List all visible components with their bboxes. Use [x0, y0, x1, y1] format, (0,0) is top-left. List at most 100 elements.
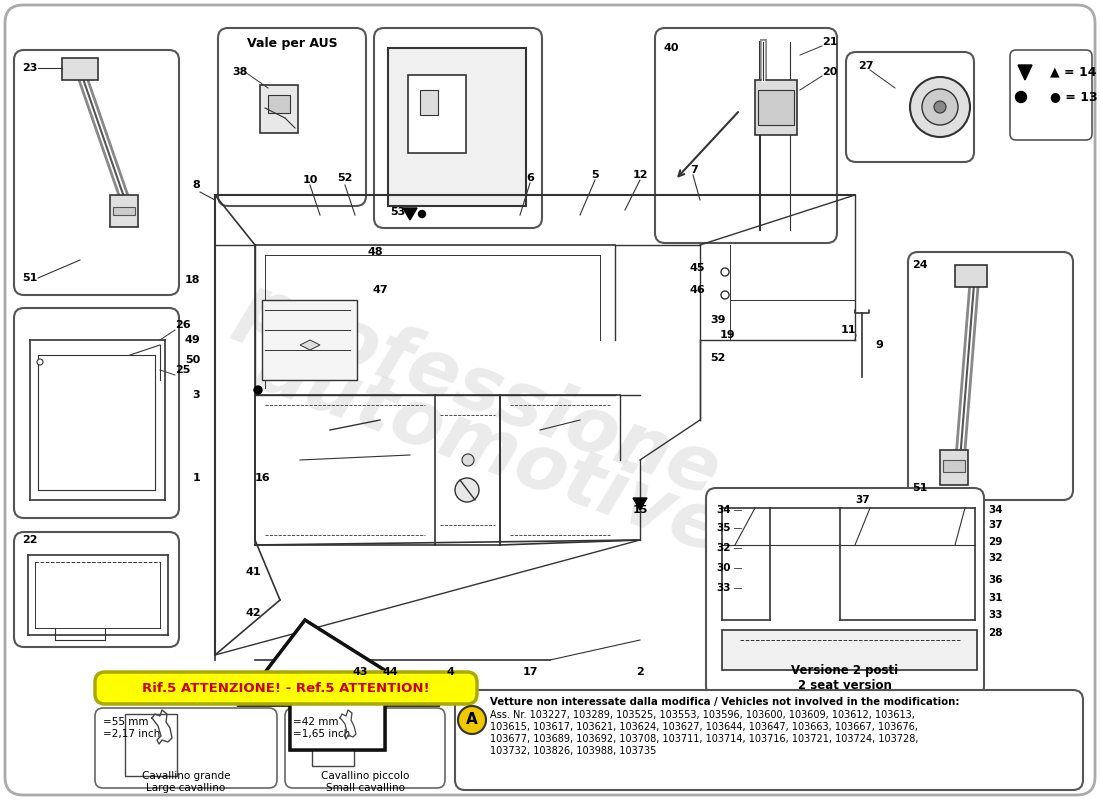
Polygon shape [403, 208, 417, 220]
Text: 103677, 103689, 103692, 103708, 103711, 103714, 103716, 103721, 103724, 103728,: 103677, 103689, 103692, 103708, 103711, … [490, 734, 918, 744]
Circle shape [254, 386, 262, 394]
Text: Vale per AUS: Vale per AUS [246, 38, 338, 50]
FancyBboxPatch shape [1010, 50, 1092, 140]
Bar [260, 85, 298, 133]
Polygon shape [300, 340, 320, 350]
Text: 32: 32 [716, 543, 730, 553]
Bar [722, 630, 977, 670]
Text: 29: 29 [988, 537, 1002, 547]
Text: 44: 44 [382, 667, 398, 677]
Text: 6: 6 [526, 173, 534, 183]
Text: 3: 3 [192, 390, 200, 400]
Text: 17: 17 [522, 667, 538, 677]
FancyBboxPatch shape [95, 708, 277, 788]
Text: 32: 32 [988, 553, 1002, 563]
Text: 103732, 103826, 103988, 103735: 103732, 103826, 103988, 103735 [490, 746, 657, 756]
Polygon shape [1018, 65, 1032, 80]
Bar [262, 300, 358, 380]
Text: 37: 37 [988, 520, 1002, 530]
Text: 15: 15 [632, 505, 648, 515]
Bar [388, 48, 526, 206]
Text: ▲ = 14: ▲ = 14 [1050, 66, 1097, 78]
Text: professione: professione [230, 269, 730, 511]
Text: Ass. Nr. 103227, 103289, 103525, 103553, 103596, 103600, 103609, 103612, 103613,: Ass. Nr. 103227, 103289, 103525, 103553,… [490, 710, 915, 720]
Text: 40: 40 [663, 43, 679, 53]
Text: 51: 51 [912, 483, 927, 493]
Text: 52: 52 [338, 173, 353, 183]
Text: Cavallino piccolo
Small cavallino: Cavallino piccolo Small cavallino [321, 771, 409, 793]
Bar [110, 195, 138, 227]
Text: 103615, 103617, 103621, 103624, 103627, 103644, 103647, 103663, 103667, 103676,: 103615, 103617, 103621, 103624, 103627, … [490, 722, 918, 732]
Circle shape [418, 210, 426, 218]
Text: 37: 37 [855, 495, 870, 505]
FancyBboxPatch shape [908, 252, 1072, 500]
Text: 10: 10 [302, 175, 318, 185]
Text: A: A [466, 713, 477, 727]
Text: ● = 13: ● = 13 [1050, 90, 1098, 103]
Text: 36: 36 [988, 575, 1002, 585]
Text: 46: 46 [690, 285, 706, 295]
Circle shape [455, 478, 478, 502]
Polygon shape [240, 620, 440, 750]
Circle shape [462, 454, 474, 466]
Text: 23: 23 [22, 63, 37, 73]
Circle shape [922, 89, 958, 125]
Text: 24: 24 [912, 260, 927, 270]
Text: 38: 38 [232, 67, 248, 77]
Circle shape [910, 77, 970, 137]
Text: 12: 12 [632, 170, 648, 180]
FancyBboxPatch shape [654, 28, 837, 243]
Text: =2,17 inch: =2,17 inch [103, 729, 161, 739]
Text: 30: 30 [716, 563, 730, 573]
Text: 28: 28 [988, 628, 1002, 638]
Text: 11: 11 [840, 325, 856, 335]
Text: 19: 19 [720, 330, 736, 340]
Text: 4: 4 [447, 667, 454, 677]
Text: 27: 27 [858, 61, 873, 71]
Text: =55 mm: =55 mm [103, 717, 148, 727]
Circle shape [37, 359, 43, 365]
Text: 31: 31 [988, 593, 1002, 603]
Text: 26: 26 [175, 320, 190, 330]
Text: 41: 41 [246, 567, 262, 577]
Text: 22: 22 [22, 535, 37, 545]
FancyBboxPatch shape [455, 690, 1084, 790]
Polygon shape [240, 620, 440, 750]
Text: 39: 39 [710, 315, 726, 325]
Bar [113, 207, 135, 215]
Text: 45: 45 [690, 263, 705, 273]
Text: 1: 1 [192, 473, 200, 483]
Circle shape [720, 291, 729, 299]
Text: Rif.5 ATTENZIONE! - Ref.5 ATTENTION!: Rif.5 ATTENZIONE! - Ref.5 ATTENTION! [142, 682, 430, 694]
Circle shape [1015, 91, 1026, 102]
FancyBboxPatch shape [6, 5, 1094, 795]
FancyBboxPatch shape [706, 488, 984, 696]
Text: 20: 20 [822, 67, 837, 77]
Text: 18: 18 [185, 275, 200, 285]
Text: Versione 2 posti
2 seat version: Versione 2 posti 2 seat version [791, 664, 899, 692]
FancyBboxPatch shape [14, 532, 179, 647]
Circle shape [720, 268, 729, 276]
Text: Cavallino grande
Large cavallino: Cavallino grande Large cavallino [142, 771, 230, 793]
Text: 34: 34 [716, 505, 730, 515]
Text: 43: 43 [352, 667, 367, 677]
Text: 50: 50 [185, 355, 200, 365]
Bar [125, 714, 177, 776]
Text: 7: 7 [690, 165, 697, 175]
FancyBboxPatch shape [285, 708, 446, 788]
Text: 47: 47 [372, 285, 388, 295]
Text: 49: 49 [185, 335, 200, 345]
Polygon shape [632, 498, 647, 510]
Bar [408, 75, 466, 153]
Text: 16: 16 [255, 473, 271, 483]
Bar [62, 58, 98, 80]
Text: 34: 34 [988, 505, 1002, 515]
FancyBboxPatch shape [846, 52, 974, 162]
Bar [420, 90, 438, 115]
Text: 21: 21 [822, 37, 837, 47]
Bar [268, 95, 290, 113]
Bar [940, 450, 968, 485]
Text: 33: 33 [988, 610, 1002, 620]
Bar [943, 460, 965, 472]
Text: 8: 8 [192, 180, 200, 190]
